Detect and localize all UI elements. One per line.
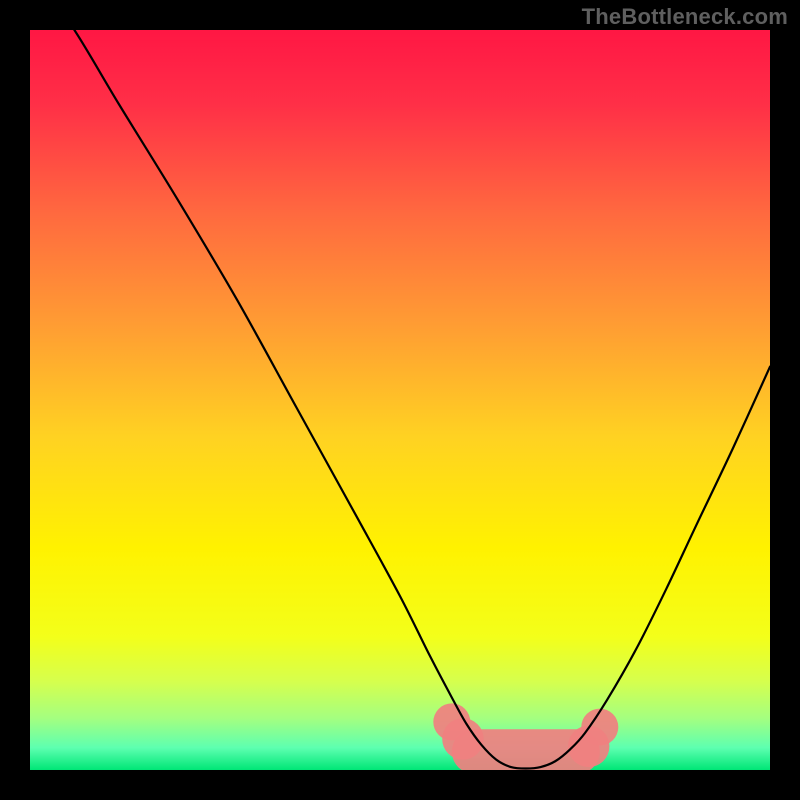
watermark-label: TheBottleneck.com [582, 4, 788, 30]
bottleneck-chart [0, 0, 800, 800]
chart-container: TheBottleneck.com [0, 0, 800, 800]
